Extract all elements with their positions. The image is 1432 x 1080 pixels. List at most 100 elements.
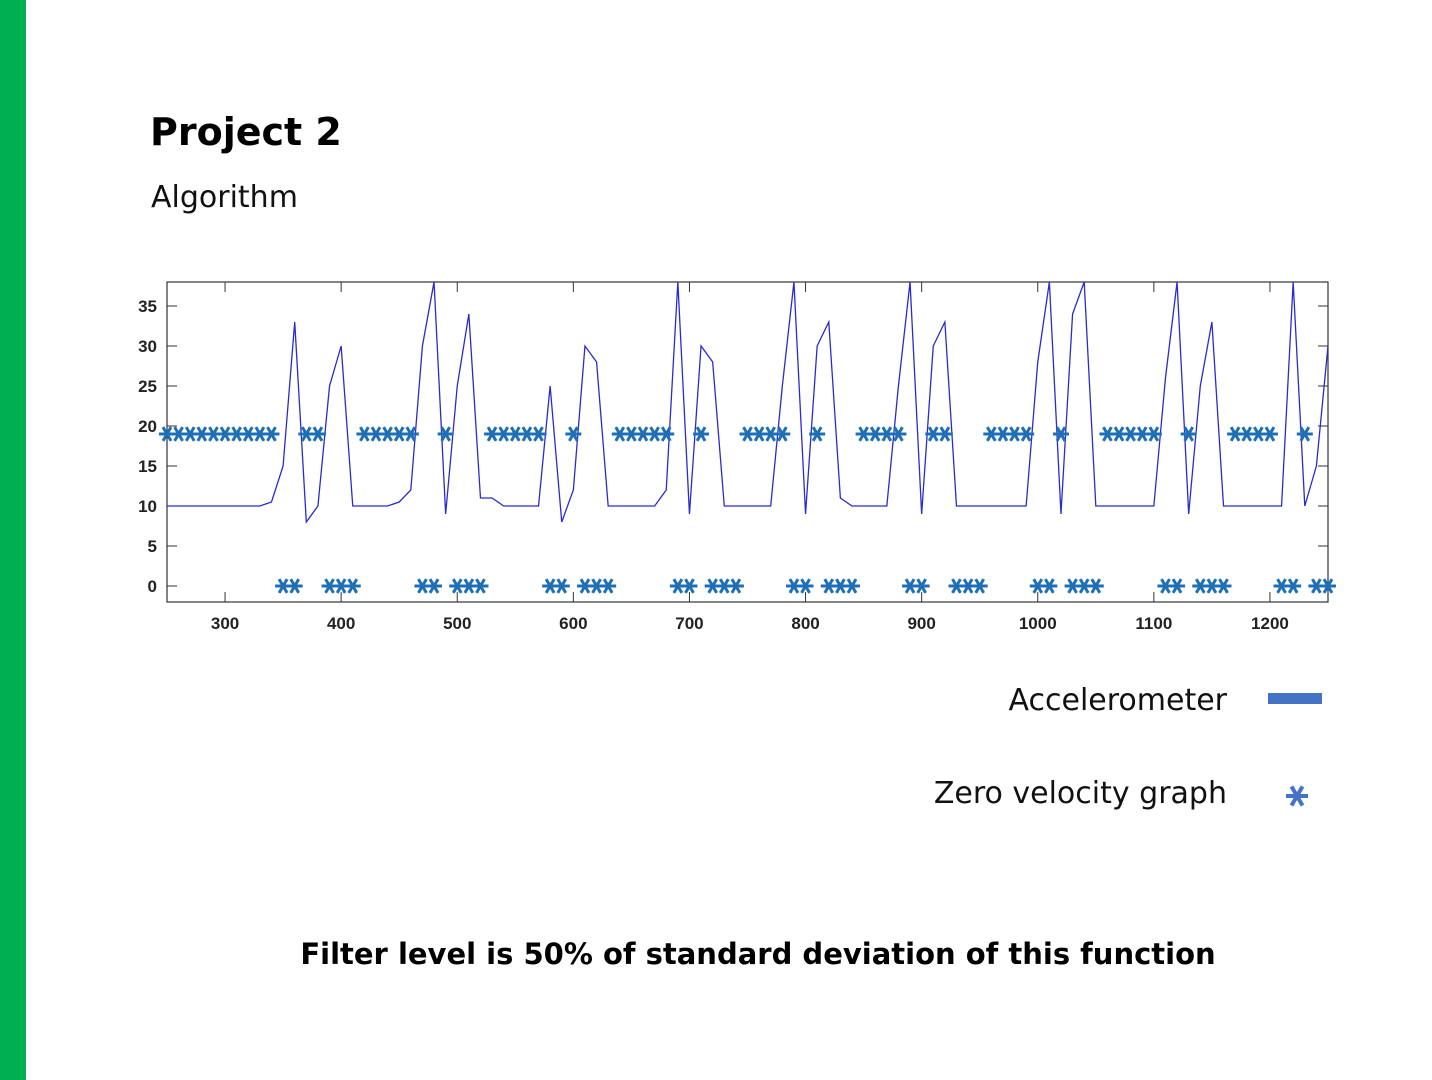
zero-velocity-marker — [809, 426, 826, 442]
asterisk-stroke — [626, 426, 637, 442]
zero-velocity-marker — [1052, 426, 1069, 442]
asterisk-stroke — [846, 578, 858, 594]
x-tick-label: 800 — [791, 614, 819, 633]
asterisk-stroke — [556, 578, 568, 594]
asterisk-stroke — [1229, 426, 1241, 442]
asterisk-stroke — [440, 426, 451, 442]
asterisk-stroke — [1276, 578, 1287, 594]
asterisk-stroke — [974, 578, 985, 594]
zero-velocity-marker — [402, 426, 419, 442]
zero-velocity-marker — [936, 426, 953, 442]
asterisk-stroke — [196, 426, 208, 442]
zero-velocity-marker — [1180, 426, 1197, 442]
y-tick-label: 15 — [138, 457, 157, 476]
accelerometer-line — [167, 282, 1328, 524]
asterisk-stroke — [695, 426, 707, 442]
asterisk-stroke — [359, 426, 370, 442]
y-tick-label: 5 — [148, 537, 157, 556]
asterisk-stroke — [869, 426, 881, 442]
asterisk-stroke — [835, 578, 846, 594]
slide-subtitle: Algorithm — [151, 180, 298, 215]
asterisk-stroke — [881, 426, 893, 442]
asterisk-stroke — [602, 578, 614, 594]
zero-velocity-marker — [797, 578, 814, 594]
asterisk-stroke — [893, 426, 904, 442]
footnote: Filter level is 50% of standard deviatio… — [300, 937, 1215, 971]
asterisk-stroke — [382, 426, 393, 442]
asterisk-stroke — [939, 426, 951, 442]
zero-velocity-marker — [1285, 578, 1302, 594]
x-tick-label: 400 — [327, 614, 355, 633]
asterisk-stroke — [904, 578, 916, 594]
slide-title: Project 2 — [150, 110, 342, 154]
accent-bar — [0, 0, 26, 1080]
zero-velocity-marker — [843, 578, 860, 594]
x-tick-label: 1200 — [1251, 614, 1289, 633]
asterisk-stroke — [591, 578, 602, 594]
asterisk-stroke — [1322, 578, 1334, 594]
asterisk-stroke — [417, 578, 428, 594]
asterisk-stroke — [672, 578, 684, 594]
asterisk-stroke — [1136, 426, 1148, 442]
asterisk-stroke — [916, 578, 927, 594]
zero-velocity-marker — [774, 426, 791, 442]
asterisk-stroke — [510, 426, 521, 442]
asterisk-stroke — [475, 578, 486, 594]
asterisk-stroke — [301, 426, 312, 442]
asterisk-stroke — [266, 426, 277, 442]
asterisk-stroke — [242, 426, 254, 442]
asterisk-stroke — [777, 426, 788, 442]
asterisk-stroke — [161, 426, 173, 442]
y-tick-label: 25 — [138, 377, 157, 396]
asterisk-stroke — [1194, 578, 1206, 594]
asterisk-stroke — [463, 578, 475, 594]
asterisk-stroke — [324, 578, 335, 594]
zero-velocity-marker — [913, 578, 930, 594]
asterisk-stroke — [1020, 426, 1032, 442]
asterisk-stroke — [428, 578, 440, 594]
asterisk-stroke — [951, 578, 962, 594]
y-tick-label: 20 — [138, 417, 157, 436]
legend-label: Zero velocity graph — [934, 776, 1227, 811]
zero-velocity-marker — [426, 578, 443, 594]
asterisk-stroke — [684, 578, 695, 594]
zero-velocity-marker — [553, 578, 570, 594]
asterisk-stroke — [1264, 426, 1276, 442]
asterisk-stroke — [649, 426, 660, 442]
asterisk-stroke — [1078, 578, 1090, 594]
zero-velocity-marker — [1041, 578, 1058, 594]
asterisk-stroke — [753, 426, 765, 442]
asterisk-stroke — [660, 426, 672, 442]
asterisk-stroke — [451, 578, 463, 594]
asterisk-stroke — [370, 426, 382, 442]
asterisk-stroke — [533, 426, 544, 442]
legend-label: Accelerometer — [1009, 683, 1228, 718]
y-tick-label: 0 — [148, 577, 157, 596]
y-tick-label: 35 — [138, 297, 157, 316]
asterisk-stroke — [1090, 578, 1102, 594]
asterisk-stroke — [742, 426, 753, 442]
asterisk-stroke — [1183, 426, 1194, 442]
asterisk-stroke — [254, 426, 266, 442]
zero-velocity-marker — [472, 578, 489, 594]
x-tick-label: 900 — [907, 614, 935, 633]
zero-velocity-marker — [693, 426, 710, 442]
y-tick-label: 10 — [138, 497, 157, 516]
asterisk-stroke — [1311, 578, 1322, 594]
asterisk-stroke — [765, 426, 777, 442]
asterisk-stroke — [800, 578, 811, 594]
x-tick-label: 300 — [211, 614, 239, 633]
asterisk-stroke — [614, 426, 626, 442]
x-tick-label: 700 — [675, 614, 703, 633]
asterisk-stroke — [486, 426, 498, 442]
zero-velocity-marker — [1169, 578, 1186, 594]
asterisk-stroke — [219, 426, 231, 442]
zero-velocity-marker — [1018, 426, 1035, 442]
zero-velocity-marker — [344, 578, 361, 594]
asterisk-stroke — [962, 578, 974, 594]
x-tick-label: 600 — [559, 614, 587, 633]
asterisk-stroke — [1287, 578, 1299, 594]
asterisk-stroke — [811, 426, 823, 442]
asterisk-stroke — [637, 426, 649, 442]
